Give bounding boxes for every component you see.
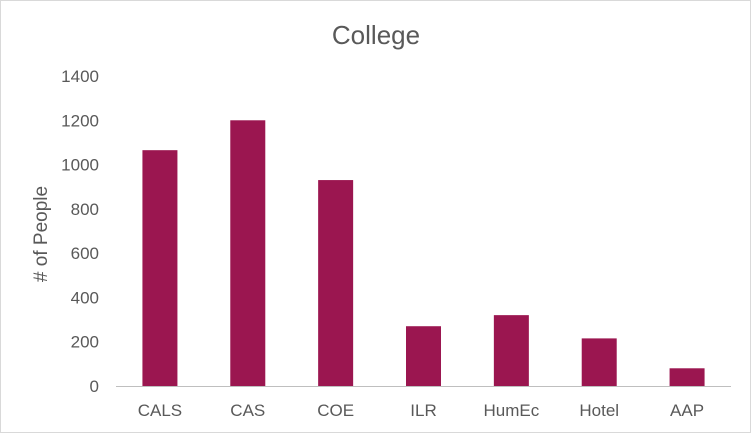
y-axis-ticks: 0 200 400 600 800 1000 1200 1400 <box>61 67 99 396</box>
bar-aap <box>669 368 705 386</box>
x-tick-label: CAS <box>230 401 265 420</box>
bar-ilr <box>406 326 441 386</box>
y-tick-label: 1200 <box>61 111 99 130</box>
x-tick-label: HumEc <box>483 401 539 420</box>
x-tick-label: ILR <box>410 401 436 420</box>
bar-coe <box>318 180 354 386</box>
chart-title: College <box>332 20 420 50</box>
y-tick-label: 400 <box>71 288 99 307</box>
bar-series <box>142 120 705 387</box>
y-tick-label: 600 <box>71 244 99 263</box>
y-axis-label: # of People <box>31 186 52 282</box>
bar-cals <box>142 150 178 386</box>
bar-cas <box>230 120 266 387</box>
y-tick-label: 800 <box>71 200 99 219</box>
y-tick-label: 200 <box>71 333 99 352</box>
x-tick-label: Hotel <box>579 401 619 420</box>
x-tick-label: CALS <box>138 401 182 420</box>
x-tick-label: COE <box>317 401 354 420</box>
bar-hotel <box>581 338 617 386</box>
y-tick-label: 1400 <box>61 67 99 86</box>
y-tick-label: 0 <box>90 377 99 396</box>
x-axis-ticks: CALS CAS COE ILR HumEc Hotel AAP <box>138 401 704 420</box>
bar-humec <box>493 315 529 386</box>
x-tick-label: AAP <box>670 401 704 420</box>
y-tick-label: 1000 <box>61 156 99 175</box>
